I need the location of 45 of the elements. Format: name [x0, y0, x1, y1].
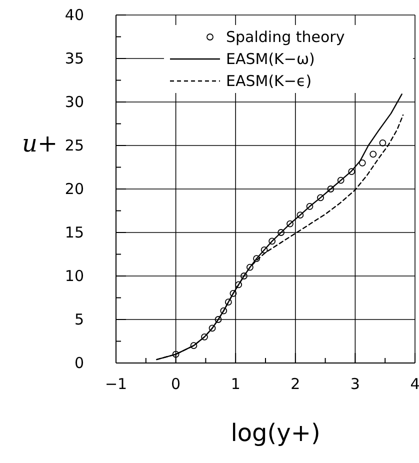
point	[306, 202, 314, 210]
x-tick-label: 1	[230, 375, 240, 393]
point	[208, 324, 216, 332]
x-axis-title: log(y+)	[230, 419, 320, 447]
point	[296, 212, 304, 219]
y-axis-title: u+	[22, 130, 58, 158]
y-tick-label: 40	[64, 6, 84, 24]
y-tick-label: 0	[74, 354, 84, 372]
y-tick-label: 20	[64, 180, 84, 198]
y-tick-label: 30	[64, 93, 84, 111]
point	[358, 159, 366, 166]
point	[220, 307, 228, 314]
point	[348, 168, 356, 176]
legend-label: EASM(K−ϵ)	[226, 72, 312, 90]
point	[337, 176, 344, 184]
point	[370, 150, 377, 158]
point	[268, 238, 276, 245]
x-tick-label: 2	[290, 375, 300, 393]
y-tick-label: 5	[74, 310, 84, 328]
point	[230, 290, 237, 297]
point	[172, 350, 180, 358]
point	[224, 298, 232, 306]
point	[190, 342, 198, 350]
point	[278, 229, 284, 236]
point	[235, 281, 242, 288]
point	[379, 139, 386, 146]
legend-label: EASM(K−ω)	[226, 50, 315, 68]
point	[240, 272, 248, 280]
y-tick-label: 25	[64, 136, 84, 154]
point	[260, 246, 268, 254]
point	[214, 316, 222, 323]
x-tick-label: 3	[350, 375, 360, 393]
point	[246, 264, 254, 271]
y-tick-label: 15	[64, 224, 84, 242]
point	[253, 255, 260, 262]
point	[286, 220, 294, 228]
point	[201, 333, 208, 340]
x-tick-label: −1	[104, 375, 128, 393]
y-tick-label: 35	[64, 50, 84, 68]
point	[327, 186, 334, 192]
x-tick-label: 0	[171, 375, 181, 393]
y-tick-label: 10	[64, 267, 84, 285]
point	[317, 194, 324, 202]
legend-label: Spalding theory	[226, 28, 345, 46]
x-tick-label: 4	[410, 375, 419, 393]
